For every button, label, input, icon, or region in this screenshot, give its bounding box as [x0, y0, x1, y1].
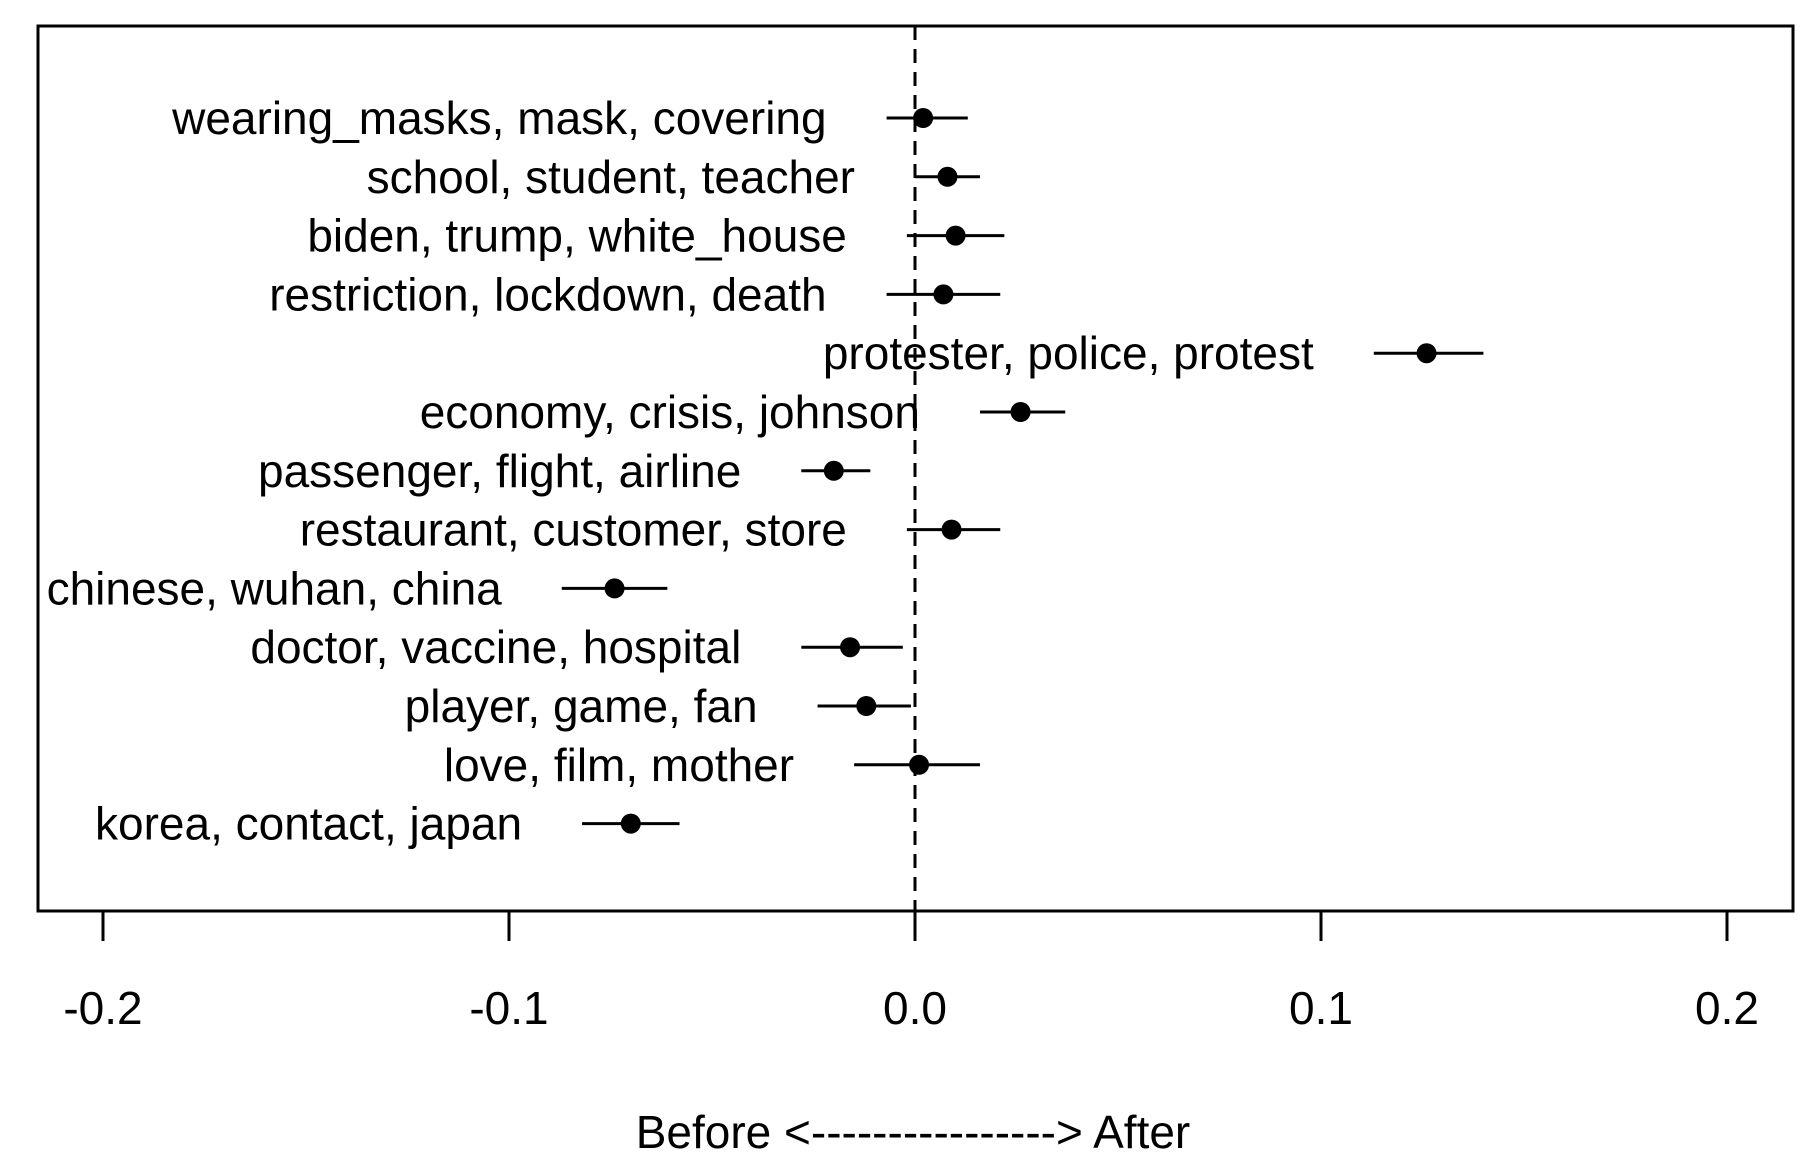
topic-label: school, student, teacher: [367, 151, 855, 203]
point-estimate: [856, 696, 877, 716]
data-row: [817, 696, 911, 716]
topic-label: biden, trump, white_house: [307, 210, 847, 262]
x-axis-title: Before <----------------> After: [636, 1106, 1191, 1158]
point-estimate: [840, 637, 861, 658]
point-estimate: [620, 813, 641, 834]
data-row: [801, 637, 903, 658]
point-estimate: [945, 225, 966, 246]
data-row: [906, 519, 1001, 540]
data-row: [886, 284, 1001, 305]
data-row: [561, 578, 668, 599]
topic-label: protester, police, protest: [823, 327, 1314, 379]
point-estimate: [823, 460, 844, 481]
data-row: [915, 166, 980, 187]
point-estimate: [937, 166, 958, 187]
point-estimate: [1010, 402, 1031, 422]
topic-label: restriction, lockdown, death: [269, 268, 826, 320]
x-tick-label: -0.1: [469, 982, 548, 1034]
data-row: [979, 402, 1066, 422]
x-tick-label: 0.1: [1289, 982, 1353, 1034]
topic-label: wearing_masks, mask, covering: [171, 92, 826, 144]
topic-label: love, film, mother: [444, 739, 794, 791]
point-estimate: [1416, 343, 1437, 364]
topic-label: player, game, fan: [405, 680, 758, 732]
x-tick-label: -0.2: [63, 982, 142, 1034]
topic-labels: wearing_masks, mask, covering school, stu…: [47, 92, 1314, 850]
topic-label: economy, crisis, johnson: [420, 386, 920, 438]
point-estimate: [913, 108, 934, 128]
data-row: [906, 225, 1005, 246]
data-row: [886, 108, 968, 128]
data-marks: [561, 108, 1484, 834]
topic-label: korea, contact, japan: [95, 798, 522, 850]
topic-label: restaurant, customer, store: [300, 504, 847, 556]
point-estimate: [604, 578, 625, 599]
x-axis: -0.2 -0.1 0.0 0.1 0.2: [63, 909, 1759, 1034]
data-row: [854, 754, 980, 775]
topic-label: doctor, vaccine, hospital: [250, 621, 741, 673]
point-estimate: [933, 284, 954, 305]
topic-label: chinese, wuhan, china: [47, 562, 503, 614]
point-estimate: [941, 519, 962, 540]
x-tick-label: 0.0: [883, 982, 947, 1034]
topic-label: passenger, flight, airline: [258, 445, 741, 497]
x-tick-label: 0.2: [1695, 982, 1759, 1034]
data-row: [801, 460, 871, 481]
data-row: [582, 813, 680, 834]
point-estimate: [909, 754, 930, 775]
data-row: [1373, 343, 1484, 364]
